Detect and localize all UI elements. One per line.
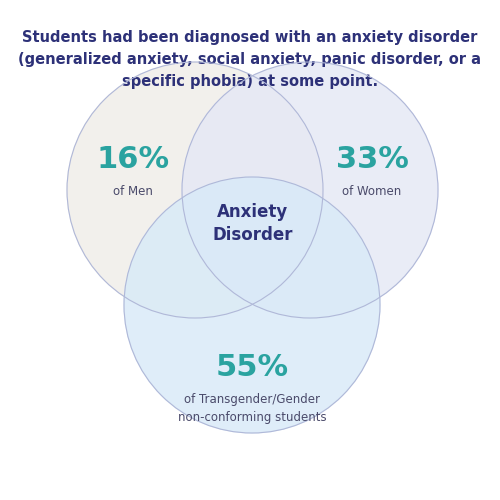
Circle shape (124, 177, 380, 433)
Text: 55%: 55% (216, 352, 288, 382)
Text: of Men: of Men (113, 185, 153, 198)
Text: of Transgender/Gender
non-conforming students: of Transgender/Gender non-conforming stu… (178, 393, 326, 424)
Text: 16%: 16% (96, 146, 170, 174)
Text: Students had been diagnosed with an anxiety disorder
(generalized anxiety, socia: Students had been diagnosed with an anxi… (18, 30, 481, 90)
Text: of Women: of Women (342, 185, 402, 198)
Circle shape (67, 62, 323, 318)
Text: Anxiety
Disorder: Anxiety Disorder (212, 202, 292, 244)
Circle shape (182, 62, 438, 318)
Text: 33%: 33% (336, 146, 408, 174)
